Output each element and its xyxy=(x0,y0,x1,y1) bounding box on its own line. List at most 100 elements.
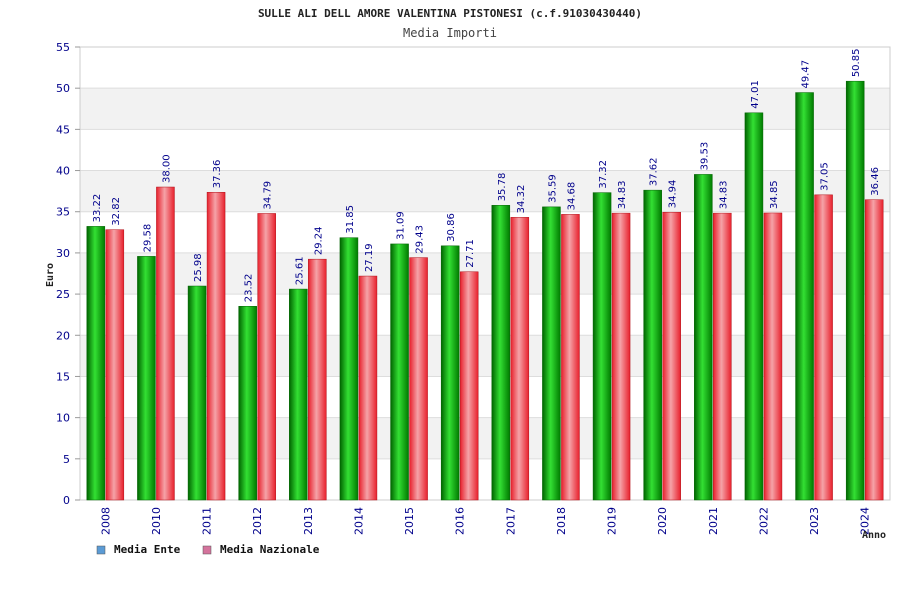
bar-media-ente xyxy=(339,237,359,501)
value-label-media-nazionale: 32.82 xyxy=(111,197,122,226)
bar-media-nazionale xyxy=(156,186,175,501)
y-tick-label: 35 xyxy=(56,206,70,219)
legend-label-media-ente: Media Ente xyxy=(114,543,181,556)
value-label-media-ente: 35.78 xyxy=(497,173,508,202)
bars xyxy=(86,80,884,501)
bar-media-nazionale xyxy=(713,212,732,501)
chart-subtitle: Media Importi xyxy=(403,26,497,40)
x-tick-label: 2018 xyxy=(555,507,568,535)
x-tick-label: 2011 xyxy=(201,507,214,535)
bar-media-ente xyxy=(643,189,662,501)
y-tick-label: 45 xyxy=(56,123,70,136)
y-tick-label: 25 xyxy=(56,288,70,301)
x-tick-label: 2015 xyxy=(403,507,416,535)
bar-media-ente xyxy=(491,205,511,501)
plot-band xyxy=(80,88,890,130)
bar-media-nazionale xyxy=(561,214,580,501)
y-tick-label: 5 xyxy=(63,453,70,466)
value-label-media-nazionale: 37.05 xyxy=(820,162,831,191)
value-label-media-nazionale: 34.83 xyxy=(617,180,628,209)
value-label-media-ente: 25.61 xyxy=(294,256,305,285)
value-label-media-ente: 29.58 xyxy=(142,224,153,253)
value-label-media-ente: 37.32 xyxy=(598,160,609,189)
value-label-media-nazionale: 36.46 xyxy=(870,167,881,196)
value-label-media-ente: 35.59 xyxy=(547,174,558,203)
value-label-media-ente: 39.53 xyxy=(699,142,710,171)
value-label-media-ente: 33.22 xyxy=(92,194,103,223)
x-tick-label: 2022 xyxy=(757,507,770,535)
y-tick-label: 20 xyxy=(56,329,70,342)
bar-media-nazionale xyxy=(206,192,226,501)
bar-media-nazionale xyxy=(662,211,681,501)
x-tick-label: 2024 xyxy=(859,507,872,535)
value-label-media-nazionale: 29.43 xyxy=(415,225,426,254)
bar-media-nazionale xyxy=(459,271,479,501)
chart-title: SULLE ALI DELL AMORE VALENTINA PISTONESI… xyxy=(258,7,642,20)
bar-media-nazionale xyxy=(409,257,428,501)
x-tick-label: 2016 xyxy=(454,507,467,535)
bar-media-ente xyxy=(845,80,865,501)
value-labels: 33.22 32.82 29.58 38.00 25.98 37.36 23.52 34.79… xyxy=(92,49,881,303)
y-axis-ticks: 0 5 10 15 20 25 30 35 40 45 50 55 xyxy=(56,41,80,507)
bar-media-ente xyxy=(86,226,106,501)
bar-media-nazionale xyxy=(864,199,884,501)
x-tick-label: 2012 xyxy=(251,507,264,535)
bar-media-nazionale xyxy=(611,212,631,501)
value-label-media-ente: 37.62 xyxy=(649,158,660,187)
y-tick-label: 40 xyxy=(56,165,70,178)
value-label-media-nazionale: 38.00 xyxy=(161,154,172,183)
bar-media-ente xyxy=(592,192,612,501)
value-label-media-nazionale: 27.19 xyxy=(364,243,375,272)
bar-media-ente xyxy=(137,256,156,501)
bar-media-ente xyxy=(187,285,207,501)
bar-media-nazionale xyxy=(105,229,125,501)
value-label-media-ente: 47.01 xyxy=(750,80,761,109)
bar-media-ente xyxy=(238,306,257,501)
value-label-media-nazionale: 37.36 xyxy=(212,160,223,189)
bar-media-nazionale xyxy=(257,213,276,501)
value-label-media-nazionale: 27.71 xyxy=(465,239,476,268)
legend-label-media-nazionale: Media Nazionale xyxy=(220,543,320,556)
bar-media-ente xyxy=(289,288,308,501)
plot-frame xyxy=(79,46,891,501)
value-label-media-nazionale: 34.79 xyxy=(263,181,274,210)
x-tick-label: 2017 xyxy=(504,507,517,535)
bar-media-ente xyxy=(440,245,460,501)
x-tick-label: 2023 xyxy=(808,507,821,535)
legend-swatch-media-nazionale xyxy=(202,545,212,555)
y-tick-label: 10 xyxy=(56,412,70,425)
y-tick-label: 30 xyxy=(56,247,70,260)
value-label-media-ente: 50.85 xyxy=(851,49,862,78)
value-label-media-ente: 31.09 xyxy=(396,211,407,240)
value-label-media-ente: 31.85 xyxy=(345,205,356,234)
value-label-media-nazionale: 34.85 xyxy=(769,180,780,209)
x-tick-label: 2019 xyxy=(606,507,619,535)
bar-media-nazionale xyxy=(814,194,833,501)
bar-media-ente xyxy=(795,92,814,501)
value-label-media-ente: 25.98 xyxy=(193,253,204,282)
y-tick-label: 0 xyxy=(63,494,70,507)
y-tick-label: 55 xyxy=(56,41,70,54)
value-label-media-nazionale: 29.24 xyxy=(313,227,324,256)
x-tick-label: 2010 xyxy=(150,507,163,535)
x-tick-label: 2021 xyxy=(707,507,720,535)
x-tick-label: 2020 xyxy=(656,507,669,535)
bar-media-ente xyxy=(744,112,764,501)
bar-media-ente xyxy=(390,243,409,501)
x-axis-label: Anno xyxy=(862,530,886,541)
bar-media-nazionale xyxy=(510,217,530,501)
value-label-media-nazionale: 34.94 xyxy=(668,180,679,209)
bar-media-nazionale xyxy=(308,258,327,501)
x-tick-label: 2008 xyxy=(99,507,112,535)
legend-swatch-media-ente xyxy=(96,545,106,555)
x-axis-ticks: 2008 2010 2011 2012 2013 2014 2015 2016 2017 2018… xyxy=(99,507,871,535)
y-tick-label: 15 xyxy=(56,370,70,383)
bar-media-ente xyxy=(542,206,561,501)
value-label-media-nazionale: 34.32 xyxy=(516,185,527,214)
bar-media-ente xyxy=(694,174,713,501)
bar-media-nazionale xyxy=(763,212,783,501)
bar-media-nazionale xyxy=(358,275,378,501)
value-label-media-ente: 23.52 xyxy=(244,274,255,303)
value-label-media-nazionale: 34.83 xyxy=(718,180,729,209)
